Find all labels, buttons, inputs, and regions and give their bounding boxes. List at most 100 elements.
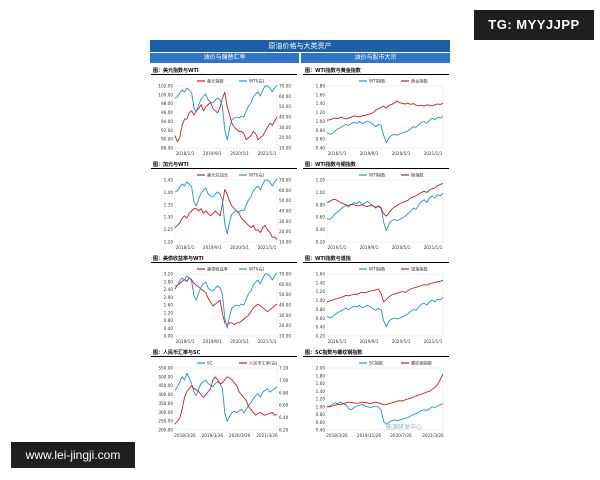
y-right-tick: 50.00 [279, 292, 291, 297]
y-left-tick: 0.40 [164, 326, 174, 331]
x-tick: 2021/3/26 [256, 433, 278, 438]
y-left-tick: 102.00 [158, 84, 173, 89]
y-right-tick: 7.20 [279, 366, 289, 371]
y-left-tick: 1.20 [316, 178, 326, 183]
chart-5: WTI指数 道指指数 1.60 1.40 1.20 1.00 0.80 0.60 0.40 0.2… [316, 266, 444, 344]
x-tick: 2019/9/1 [360, 151, 379, 156]
plot-frame [174, 367, 278, 431]
legend-label: 道指指数 [411, 266, 429, 273]
x-tick: 2016/1/1 [328, 245, 347, 250]
y-left-tick: 1.60 [164, 303, 174, 308]
y-right-tick: 6.20 [279, 428, 289, 433]
y-left-tick: 0.20 [316, 334, 326, 339]
x-tick: 2018/3/26 [174, 433, 196, 438]
chart-title-rule [151, 262, 297, 263]
series-line [326, 116, 444, 144]
x-tick: 2018/3/26 [326, 433, 348, 438]
chart-1: WTI指数 黄金指数 1.80 1.60 1.40 1.20 1.00 0.80 0.60 0.4… [316, 78, 444, 156]
chart-title: 图：WTI指数与铜指数 [305, 162, 356, 168]
y-left-tick: 0.40 [316, 325, 326, 330]
chart-title-rule [303, 168, 449, 169]
y-left-tick: 1.80 [316, 84, 326, 89]
chart-7: SC指数 螺纹钢指数 2.00 1.80 1.60 1.40 1.20 1.00 0.80 0.6… [316, 360, 444, 439]
x-tick: 2020/3/26 [229, 433, 251, 438]
legend-label: SC [207, 361, 213, 366]
legend-label: 铜指数 [411, 172, 424, 179]
chart-title: 图：WTI指数与黄金指数 [305, 68, 361, 74]
series-line [326, 401, 444, 425]
chart-title: 图：美元指数与WTI [153, 68, 199, 74]
y-left-tick: 1.40 [316, 389, 326, 394]
y-right-tick: 6.80 [279, 390, 289, 395]
y-left-tick: 2.00 [164, 295, 174, 300]
x-tick: 2020/5/1 [392, 245, 411, 250]
legend-label: 黄金指数 [411, 78, 429, 85]
y-left-tick: 200.00 [158, 428, 173, 433]
y-right-tick: 6.60 [279, 403, 289, 408]
chart-title-rule [303, 356, 449, 357]
x-tick: 2019/3/26 [202, 433, 224, 438]
chart-panel-6: 图：人民币汇率与SC SC 人民币汇率(右) 550.00 500.00 450.00 4… [151, 348, 297, 440]
y-left-tick: 1.40 [316, 101, 326, 106]
chart-title-rule [151, 356, 297, 357]
y-right-tick: 70.00 [279, 272, 291, 277]
site-watermark: www.lei-jingji.com [11, 442, 135, 468]
y-left-tick: 0.60 [316, 215, 326, 220]
legend-label: 美债收益率 [207, 266, 228, 273]
y-left-tick: 500.00 [158, 374, 173, 379]
series-line [174, 372, 278, 422]
series-line [174, 91, 278, 143]
y-right-tick: 10.00 [279, 146, 291, 151]
x-tick: 2019/11/26 [357, 433, 381, 438]
series-line [326, 182, 444, 217]
x-tick: 2021/3/26 [422, 433, 444, 438]
y-left-tick: 100.00 [158, 92, 173, 97]
chart-panel-0: 图：美元指数与WTI 美元指数 WTI(右) 102.00 100.00 98.00 96… [151, 66, 297, 158]
y-left-tick: 1.30 [164, 215, 174, 220]
chart-title-rule [303, 74, 449, 75]
y-left-tick: 0.80 [316, 202, 326, 207]
y-left-tick: 96.00 [161, 110, 173, 115]
chart-panel-4: 图：美债收益率与WTI 美债收益率 WTI(右) 3.20 2.80 2.40 2.00 1… [151, 254, 297, 346]
x-tick: 2016/1/1 [328, 151, 347, 156]
y-left-tick: 0.00 [164, 334, 174, 339]
y-left-tick: 1.20 [164, 240, 174, 245]
y-right-tick: 20.00 [279, 323, 291, 328]
report-page: 原油价格与大类资产 油价与偏替汇率 油价与股市大宗 图：美元指数与WTI 美元指… [150, 40, 450, 440]
y-left-tick: 1.00 [316, 404, 326, 409]
y-left-tick: 1.40 [164, 190, 174, 195]
chart-panel-3: 图：WTI指数与铜指数 WTI指数 铜指数 1.20 1.00 0.80 0.60 0.40… [303, 160, 449, 252]
x-tick: 2018/1/1 [176, 339, 195, 344]
y-left-tick: 94.00 [161, 119, 173, 124]
y-left-tick: 1.60 [316, 272, 326, 277]
x-tick: 2019/9/1 [360, 245, 379, 250]
y-left-tick: 90.00 [161, 137, 173, 142]
y-left-tick: 1.00 [316, 119, 326, 124]
y-left-tick: 0.20 [316, 240, 326, 245]
x-tick: 2020/7/26 [390, 433, 412, 438]
page-title: 原油价格与大类资产 [150, 40, 450, 52]
legend-label: 螺纹钢指数 [411, 360, 433, 367]
series-line [174, 376, 278, 425]
y-left-tick: 0.40 [316, 146, 326, 151]
chart-6: SC 人民币汇率(右) 550.00 500.00 450.00 400.00 350.00… [158, 360, 289, 439]
y-left-tick: 0.60 [316, 137, 326, 142]
legend-label: WTI(右) [249, 266, 265, 273]
x-tick: 2019/9/1 [203, 339, 222, 344]
y-left-tick: 0.40 [316, 227, 326, 232]
x-tick: 2020/5/1 [392, 339, 411, 344]
plot-frame [326, 179, 444, 243]
y-left-tick: 0.60 [316, 420, 326, 425]
y-left-tick: 98.00 [161, 101, 173, 106]
plot-frame [326, 367, 444, 431]
chart-title-rule [151, 74, 297, 75]
x-tick: 2019/9/1 [203, 245, 222, 250]
y-right-tick: 6.40 [279, 415, 289, 420]
x-tick: 2019/9/1 [360, 339, 379, 344]
x-tick: 2021/1/1 [258, 151, 277, 156]
series-line [174, 189, 278, 240]
y-right-tick: 40.00 [279, 303, 291, 308]
y-right-tick: 60.00 [279, 282, 291, 287]
y-left-tick: 0.80 [164, 318, 174, 323]
y-left-tick: 0.80 [316, 307, 326, 312]
